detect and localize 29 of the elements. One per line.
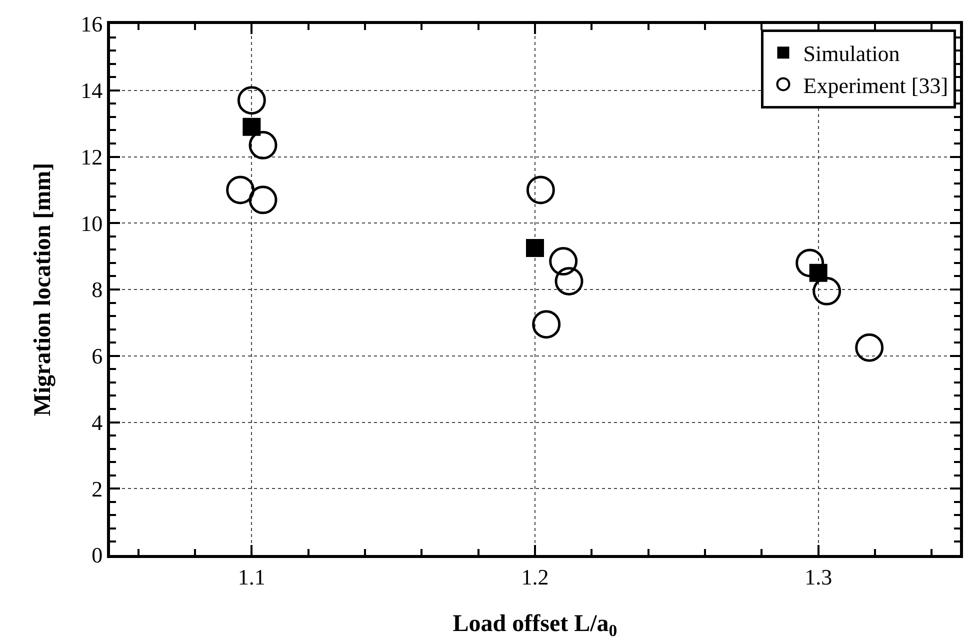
point — [226, 176, 255, 204]
point — [554, 266, 584, 296]
y-tick-label: 14 — [80, 78, 103, 104]
y-tick-label: 0 — [92, 542, 103, 568]
x-tick-label: 1.3 — [804, 564, 832, 590]
point — [237, 86, 266, 115]
point — [532, 310, 561, 339]
point — [526, 176, 555, 204]
legend-label: Simulation — [803, 41, 900, 66]
x-tick-label: 1.2 — [521, 564, 549, 590]
point — [549, 247, 578, 276]
y-tick-label: 6 — [92, 344, 103, 369]
y-tick-label: 8 — [92, 277, 103, 302]
y-tick-label: 16 — [80, 12, 103, 37]
point — [248, 130, 278, 160]
x-tick-label: 1.1 — [238, 564, 266, 590]
legend-label: Experiment [33] — [803, 72, 948, 98]
y-tick-label: 2 — [92, 476, 103, 502]
point — [526, 239, 544, 258]
point — [248, 186, 278, 214]
y-tick-label: 10 — [80, 210, 103, 236]
point — [855, 333, 884, 362]
y-axis-title: Migration location [mm] — [30, 162, 56, 416]
y-tick-label: 4 — [92, 410, 103, 435]
x-axis-title: Load offset L/a$_{0}$ — [452, 610, 618, 640]
y-tick-label: 12 — [80, 144, 103, 170]
point — [812, 276, 842, 306]
point — [242, 118, 261, 136]
point — [796, 248, 824, 278]
